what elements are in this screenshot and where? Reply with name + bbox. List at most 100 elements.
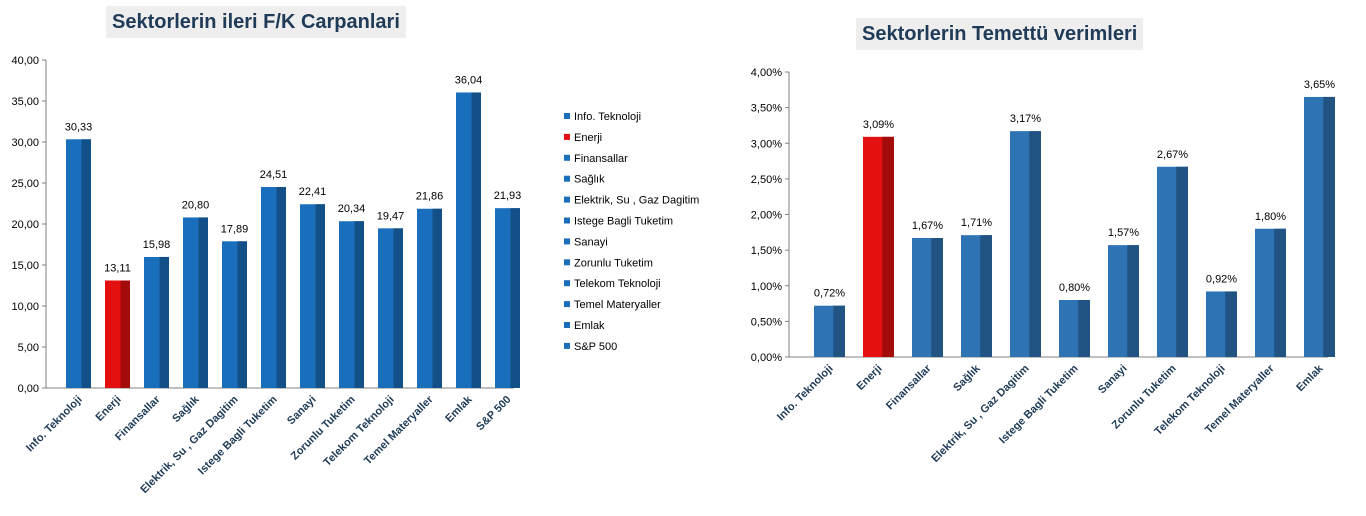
dividend-chart-bar-shade [833,305,845,357]
legend-label: Zorunlu Tuketim [574,257,653,269]
pe-chart-category-label: Sanayi [285,394,319,428]
dividend-chart-bar-shade [1127,245,1139,357]
pe-chart-y-tick-label: 20,00 [11,219,39,231]
legend-label: Temel Materyaller [574,299,661,311]
dividend-chart-y-tick-label: 0,00% [751,352,782,364]
dividend-chart-value-label: 1,71% [961,217,992,229]
legend-swatch [564,322,570,328]
dividend-chart-bar-shade [1225,291,1237,357]
legend-swatch [564,259,570,266]
dividend-chart-bar-shade [1078,300,1090,357]
dividend-chart-category-label: Sağlık [951,362,983,394]
dividend-chart-bar-shade [1029,131,1041,357]
dividend-chart-bar-shade [1274,228,1286,357]
pe-chart-y-tick-label: 25,00 [11,178,39,190]
pe-chart-category-label: Emlak [443,393,475,425]
pe-chart-category-label: Temel Materyaller [362,393,436,467]
legend-swatch [564,175,570,182]
dividend-chart-y-tick-label: 0,50% [751,316,782,328]
pe-chart-category-label: S&P 500 [474,394,513,433]
pe-chart-value-label: 24,51 [260,169,288,181]
dividend-chart-y-tick-label: 2,50% [751,174,782,186]
pe-chart-value-label: 21,86 [416,191,444,203]
pe-chart-y-tick-label: 40,00 [11,55,39,67]
dividend-chart-category-label: Finansallar [884,362,934,412]
pe-chart-value-label: 20,80 [182,199,210,211]
pe-chart-bar-shade [432,208,442,388]
pe-chart-bar-shade [510,208,520,388]
dividend-chart-category-label: Enerji [855,363,885,393]
legend-swatch [564,133,570,140]
dividend-chart-value-label: 3,65% [1304,79,1335,91]
legend-label: Telekom Teknoloji [574,278,661,290]
pe-chart-value-label: 22,41 [299,186,327,198]
legend-swatch [564,217,570,224]
dividend-chart-bar-shade [1323,96,1335,357]
pe-chart-bar-shade [81,139,91,388]
pe-chart-bar-shade [276,187,286,388]
legend-label: Istege Bagli Tuketim [574,216,673,228]
pe-chart-value-label: 20,34 [338,203,366,215]
dividend-chart-bar-shade [882,136,894,357]
dividend-chart-bar-shade [980,235,992,357]
pe-chart-y-tick-label: 30,00 [11,137,39,149]
legend-label: Emlak [574,320,605,332]
legend-label: Info. Teknoloji [574,111,641,123]
dividend-chart-value-label: 0,80% [1059,282,1090,294]
pe-chart-category-label: Sağlık [170,393,202,425]
dividend-chart-bar-shade [931,238,943,357]
dividend-chart-value-label: 0,92% [1206,273,1237,285]
pe-chart-bar-shade [159,256,169,388]
pe-chart-value-label: 30,33 [65,121,93,133]
chart-title-pe: Sektorlerin ileri F/K Carpanlari [106,6,406,38]
pe-chart-y-tick-label: 0,00 [18,383,39,395]
legend-swatch [564,280,570,287]
legend-swatch [564,301,570,308]
pe-chart-category-label: Info. Teknoloji [24,394,85,455]
pe-chart-bar-shade [198,217,208,388]
dividend-chart-value-label: 3,17% [1010,113,1041,125]
pe-chart-category-label: Istege Bagli Tuketim [196,393,280,477]
dividend-chart-value-label: 0,72% [814,288,845,300]
dividend-chart-category-label: Emlak [1294,362,1326,394]
dividend-chart-y-tick-label: 3,50% [751,103,782,115]
pe-chart-y-tick-label: 10,00 [11,301,39,313]
pe-chart-bar-shade [354,221,364,388]
dividend-chart-category-label: Info. Teknoloji [775,363,836,424]
legend-swatch [564,342,570,349]
dividend-chart-value-label: 1,80% [1255,211,1286,223]
dividend-chart-value-label: 1,67% [912,220,943,232]
legend-label: Sanayi [574,236,608,248]
dividend-chart-y-tick-label: 1,00% [751,281,782,293]
dividend-chart-y-tick-label: 4,00% [751,67,782,79]
pe-chart-bar-shade [315,204,325,388]
legend-label: Enerji [574,132,602,144]
legend-swatch [564,238,570,245]
pe-chart-bar-shade [120,280,130,388]
legend-swatch [564,196,570,203]
dividend-chart-y-tick-label: 2,00% [751,210,782,222]
pe-chart-y-tick-label: 35,00 [11,96,39,108]
dividend-chart-bar-shade [1176,166,1188,357]
dividend-chart-value-label: 3,09% [863,119,894,131]
dividend-chart-category-label: Elektrik, Su , Gaz Dagitim [929,362,1031,464]
pe-chart-category-label: Telekom Teknoloji [321,394,396,469]
pe-chart-bar-shade [393,228,403,388]
pe-chart-value-label: 36,04 [455,74,483,86]
pe-chart-category-label: Enerji [94,394,124,424]
pe-chart-value-label: 21,93 [494,190,522,202]
pe-chart-bar-shade [471,92,481,389]
pe-chart-value-label: 13,11 [104,262,131,274]
pe-chart-y-tick-label: 5,00 [18,342,39,354]
pe-chart-bar-shade [237,241,247,388]
legend-swatch [564,154,570,161]
legend-label: S&P 500 [574,341,617,353]
dividend-chart-value-label: 2,67% [1157,149,1188,161]
dividend-chart-y-tick-label: 3,00% [751,138,782,150]
pe-chart-value-label: 17,89 [221,223,249,235]
pe-chart-y-tick-label: 15,00 [11,260,39,272]
pe-chart-value-label: 15,98 [143,239,171,251]
legend-label: Elektrik, Su , Gaz Dagitim [574,195,699,207]
legend-label: Finansallar [574,153,628,165]
